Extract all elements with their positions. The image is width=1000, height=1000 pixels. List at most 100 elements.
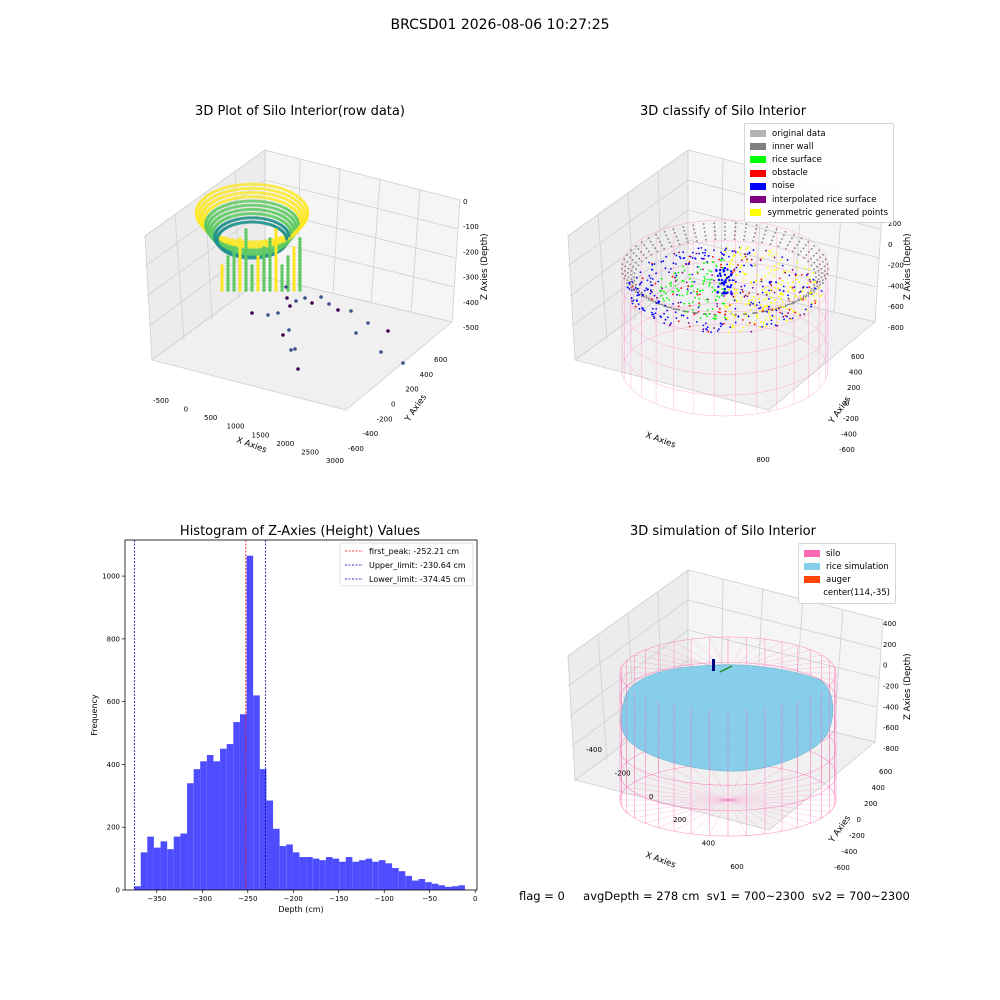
- scatter-point: [740, 296, 743, 299]
- scatter-point: [725, 317, 728, 320]
- scatter-point: [637, 291, 639, 294]
- scatter-point: [826, 272, 829, 275]
- scatter-point: [678, 294, 681, 297]
- scatter-point: [640, 241, 643, 243]
- scatter-point: [244, 255, 248, 259]
- scatter-point: [702, 283, 705, 285]
- scatter-point: [674, 285, 677, 287]
- scatter-point: [780, 293, 783, 296]
- scatter-point: [244, 264, 248, 268]
- scatter-point: [675, 317, 678, 319]
- scatter-point: [752, 249, 755, 252]
- scatter-point: [641, 293, 644, 296]
- y-tick-label: 600: [851, 353, 864, 361]
- scatter-point: [799, 314, 802, 316]
- scatter-point: [766, 311, 769, 313]
- scatter-point: [724, 278, 727, 282]
- scatter-point: [716, 303, 718, 305]
- scatter-point: [248, 203, 252, 207]
- scatter-point: [694, 257, 696, 259]
- scatter-point: [814, 272, 817, 274]
- scatter-point: [238, 246, 242, 250]
- scatter-point: [752, 240, 754, 242]
- scatter-point: [252, 199, 256, 203]
- scatter-point: [292, 255, 296, 259]
- legend-item-noise: noise: [750, 180, 888, 193]
- scatter-point: [819, 283, 821, 286]
- scatter-point: [280, 270, 284, 274]
- silo-spoke: [727, 799, 811, 824]
- scatter-point: [718, 307, 721, 310]
- silo-spoke: [727, 764, 747, 801]
- scatter-point: [769, 282, 772, 285]
- scatter-point: [268, 285, 272, 289]
- scatter-point: [704, 235, 707, 237]
- scatter-point: [824, 277, 827, 280]
- scatter-point: [292, 249, 296, 253]
- scatter-point: [688, 255, 691, 258]
- scatter-point: [716, 274, 720, 277]
- scatter-point: [708, 269, 711, 272]
- scatter-point: [232, 276, 236, 280]
- scatter-point: [250, 282, 254, 286]
- scatter-point: [824, 258, 827, 261]
- scatter-point: [685, 263, 688, 265]
- scatter-point: [782, 234, 785, 237]
- scatter-point: [807, 241, 810, 243]
- scatter-point: [798, 299, 801, 302]
- scatter-point: [263, 191, 267, 196]
- scatter-point: [652, 315, 655, 318]
- scatter-point: [729, 326, 732, 328]
- scatter-point: [268, 279, 272, 283]
- scatter-point: [737, 315, 740, 318]
- scatter-point: [688, 261, 691, 264]
- scatter-point: [243, 199, 247, 203]
- scatter-point: [656, 250, 659, 253]
- scatter-point: [709, 279, 711, 281]
- scatter-point: [684, 233, 687, 236]
- scatter-point: [790, 285, 792, 288]
- scatter-point: [230, 184, 234, 188]
- scatter-point: [286, 270, 290, 274]
- histogram-bar: [233, 722, 240, 890]
- scatter-point: [278, 186, 282, 190]
- scatter-point: [298, 249, 302, 253]
- scatter-point: [711, 278, 713, 281]
- scatter-point: [691, 284, 694, 287]
- scatter-point: [734, 307, 737, 310]
- scatter-point: [655, 308, 658, 310]
- scatter-point: [256, 288, 260, 292]
- scatter-point: [244, 246, 248, 250]
- scatter-point: [819, 280, 821, 283]
- scatter-point: [794, 311, 797, 314]
- scatter-point: [268, 237, 272, 241]
- scatter-point: [292, 288, 296, 292]
- scatter-point: [701, 289, 704, 292]
- scatter-point: [220, 187, 224, 191]
- scatter-point: [789, 317, 791, 320]
- silo-spoke: [645, 776, 729, 801]
- scatter-point: [715, 315, 717, 318]
- scatter-point: [769, 318, 772, 321]
- scatter-point: [817, 278, 820, 281]
- scatter-point: [790, 307, 793, 310]
- scatter-point: [231, 188, 235, 192]
- scatter-point: [257, 203, 261, 208]
- scatter-point: [256, 267, 260, 271]
- scatter-point: [652, 307, 654, 310]
- scatter-point: [268, 258, 272, 262]
- scatter-point: [723, 287, 726, 291]
- scatter-point: [753, 281, 755, 284]
- scatter-point: [729, 261, 731, 264]
- y-tick-label: -600: [839, 446, 855, 454]
- scatter-point: [710, 270, 713, 273]
- scatter-point: [641, 260, 643, 263]
- z-tick-label: -200: [883, 683, 899, 691]
- x-tick-label: 0: [473, 895, 477, 903]
- scatter-point: [274, 231, 278, 235]
- scatter-point: [733, 268, 736, 271]
- scatter-point: [778, 318, 781, 321]
- scatter-point: [748, 299, 750, 302]
- silo-spoke: [727, 776, 811, 801]
- silo-spoke: [727, 799, 835, 807]
